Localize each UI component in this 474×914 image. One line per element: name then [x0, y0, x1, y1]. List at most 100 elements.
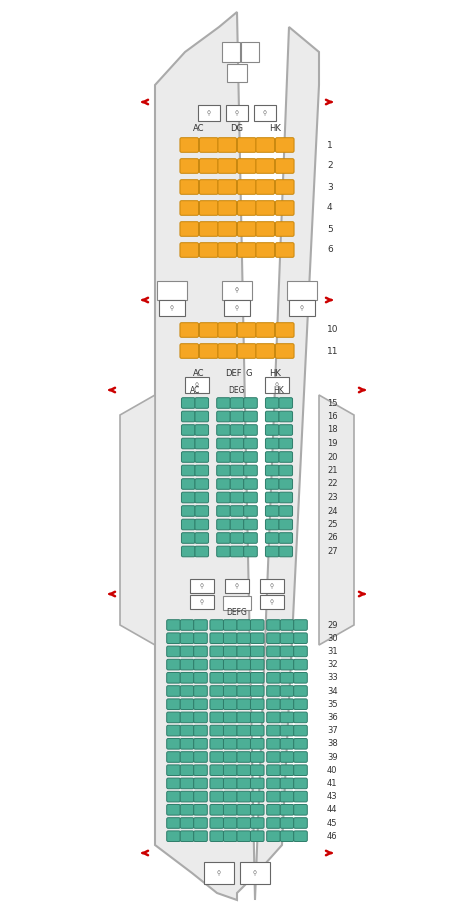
FancyBboxPatch shape	[210, 804, 224, 815]
Text: DG: DG	[230, 124, 244, 133]
Text: 1: 1	[327, 141, 333, 150]
FancyBboxPatch shape	[230, 465, 244, 476]
FancyBboxPatch shape	[167, 620, 180, 631]
FancyBboxPatch shape	[294, 646, 307, 656]
FancyBboxPatch shape	[265, 411, 279, 421]
FancyBboxPatch shape	[280, 673, 294, 683]
FancyBboxPatch shape	[194, 818, 207, 828]
Text: HK: HK	[269, 124, 281, 133]
FancyBboxPatch shape	[217, 505, 230, 516]
FancyBboxPatch shape	[294, 699, 307, 709]
FancyBboxPatch shape	[180, 804, 194, 815]
FancyBboxPatch shape	[218, 323, 237, 337]
Polygon shape	[155, 12, 319, 900]
FancyBboxPatch shape	[267, 659, 280, 670]
Text: 20: 20	[327, 452, 337, 462]
FancyBboxPatch shape	[194, 699, 207, 709]
FancyBboxPatch shape	[237, 765, 251, 775]
FancyBboxPatch shape	[244, 493, 257, 503]
FancyBboxPatch shape	[250, 765, 264, 775]
FancyBboxPatch shape	[195, 465, 209, 476]
Bar	[222, 281, 252, 300]
FancyBboxPatch shape	[167, 646, 180, 656]
FancyBboxPatch shape	[250, 632, 264, 643]
Text: 25: 25	[327, 520, 337, 529]
FancyBboxPatch shape	[230, 533, 244, 543]
FancyBboxPatch shape	[237, 201, 256, 216]
FancyBboxPatch shape	[237, 632, 251, 643]
Text: ⚲: ⚲	[170, 305, 174, 311]
Bar	[190, 579, 214, 593]
FancyBboxPatch shape	[217, 465, 230, 476]
Text: ⚲: ⚲	[235, 305, 239, 311]
FancyBboxPatch shape	[230, 519, 244, 530]
FancyBboxPatch shape	[294, 726, 307, 736]
FancyBboxPatch shape	[200, 344, 218, 358]
FancyBboxPatch shape	[180, 620, 194, 631]
FancyBboxPatch shape	[194, 646, 207, 656]
FancyBboxPatch shape	[267, 686, 280, 696]
FancyBboxPatch shape	[267, 818, 280, 828]
FancyBboxPatch shape	[195, 479, 209, 489]
Bar	[241, 42, 259, 62]
FancyBboxPatch shape	[194, 751, 207, 762]
FancyBboxPatch shape	[275, 323, 294, 337]
FancyBboxPatch shape	[275, 243, 294, 258]
FancyBboxPatch shape	[267, 792, 280, 802]
Text: 46: 46	[327, 832, 337, 841]
Text: ⚲: ⚲	[270, 583, 274, 589]
FancyBboxPatch shape	[237, 792, 251, 802]
FancyBboxPatch shape	[267, 739, 280, 749]
FancyBboxPatch shape	[217, 425, 230, 435]
Bar	[198, 105, 220, 121]
FancyBboxPatch shape	[210, 765, 224, 775]
FancyBboxPatch shape	[294, 804, 307, 815]
FancyBboxPatch shape	[194, 778, 207, 789]
FancyBboxPatch shape	[180, 222, 199, 237]
FancyBboxPatch shape	[265, 533, 279, 543]
FancyBboxPatch shape	[294, 778, 307, 789]
FancyBboxPatch shape	[280, 699, 294, 709]
FancyBboxPatch shape	[195, 452, 209, 462]
FancyBboxPatch shape	[200, 243, 218, 258]
FancyBboxPatch shape	[194, 620, 207, 631]
FancyBboxPatch shape	[218, 201, 237, 216]
Text: 26: 26	[327, 534, 337, 543]
FancyBboxPatch shape	[256, 180, 274, 195]
FancyBboxPatch shape	[294, 632, 307, 643]
FancyBboxPatch shape	[237, 751, 251, 762]
FancyBboxPatch shape	[180, 751, 194, 762]
FancyBboxPatch shape	[294, 620, 307, 631]
FancyBboxPatch shape	[294, 739, 307, 749]
FancyBboxPatch shape	[230, 547, 244, 557]
Text: 5: 5	[327, 225, 333, 233]
Bar	[254, 105, 276, 121]
FancyBboxPatch shape	[280, 792, 294, 802]
FancyBboxPatch shape	[250, 818, 264, 828]
FancyBboxPatch shape	[180, 138, 199, 153]
Text: 38: 38	[327, 739, 338, 749]
FancyBboxPatch shape	[250, 699, 264, 709]
FancyBboxPatch shape	[195, 519, 209, 530]
FancyBboxPatch shape	[167, 818, 180, 828]
Text: ⚲: ⚲	[275, 382, 279, 388]
FancyBboxPatch shape	[237, 180, 256, 195]
FancyBboxPatch shape	[237, 344, 256, 358]
Text: ⚲: ⚲	[200, 583, 204, 589]
FancyBboxPatch shape	[180, 739, 194, 749]
Bar	[159, 300, 185, 316]
FancyBboxPatch shape	[280, 686, 294, 696]
FancyBboxPatch shape	[210, 620, 224, 631]
FancyBboxPatch shape	[250, 646, 264, 656]
Text: 43: 43	[327, 792, 337, 801]
FancyBboxPatch shape	[267, 778, 280, 789]
FancyBboxPatch shape	[210, 792, 224, 802]
FancyBboxPatch shape	[223, 659, 237, 670]
FancyBboxPatch shape	[256, 222, 274, 237]
Text: 21: 21	[327, 466, 337, 475]
FancyBboxPatch shape	[237, 323, 256, 337]
FancyBboxPatch shape	[217, 452, 230, 462]
FancyBboxPatch shape	[182, 547, 195, 557]
FancyBboxPatch shape	[167, 804, 180, 815]
FancyBboxPatch shape	[217, 479, 230, 489]
